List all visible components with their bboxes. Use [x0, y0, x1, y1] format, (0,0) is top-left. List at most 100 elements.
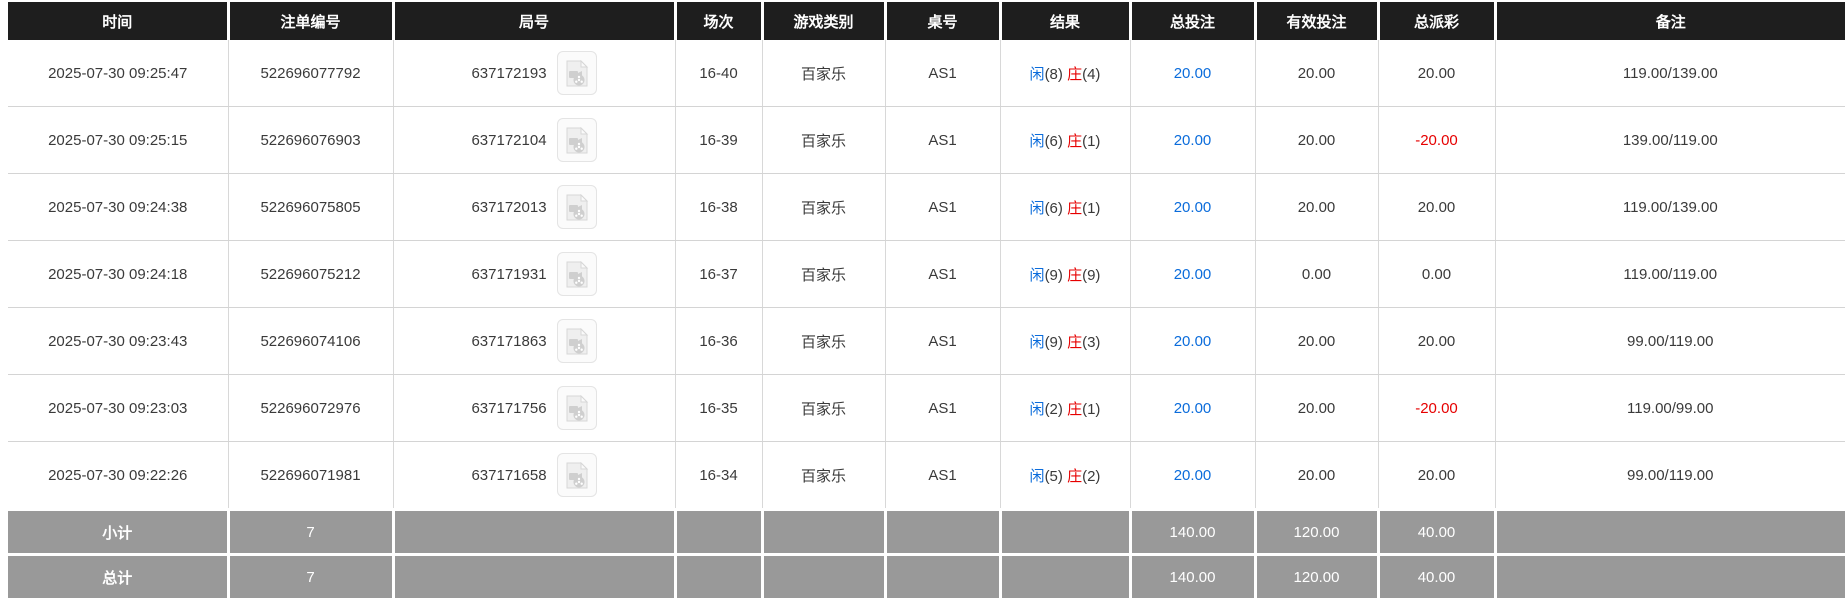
table-row: 2025-07-30 09:22:26 522696071981 637171658…: [8, 441, 1845, 510]
table-row: 2025-07-30 09:24:38 522696075805 637172013…: [8, 173, 1845, 241]
subtotal-payout: 40.00: [1378, 508, 1497, 555]
result-cell: 闲(6) 庄(1): [1000, 106, 1131, 174]
total-bet-cell[interactable]: 20.00: [1130, 374, 1256, 442]
banker-result-score: (1): [1082, 199, 1101, 217]
col-header-total-bet: 总投注: [1130, 2, 1257, 40]
result-cell: 闲(9) 庄(9): [1000, 240, 1131, 308]
banker-result-label: 庄: [1067, 400, 1083, 418]
video-icon: [566, 260, 588, 287]
time-cell: 2025-07-30 09:25:47: [8, 40, 229, 107]
game-type-cell: 百家乐: [762, 441, 886, 510]
player-result-score: (9): [1044, 266, 1063, 284]
video-button[interactable]: [556, 319, 597, 363]
round-id: 637171863: [471, 332, 547, 350]
result-cell: 闲(9) 庄(3): [1000, 307, 1131, 375]
round-cell: 637172013: [393, 173, 676, 241]
header-row: 时间 注单编号 局号 场次 游戏类别 桌号 结果 总投注 有效投注 总派彩 备注: [8, 2, 1845, 40]
valid-bet-cell: 20.00: [1255, 307, 1379, 375]
table-no-cell: AS1: [885, 106, 1001, 174]
banker-result-label: 庄: [1067, 132, 1083, 150]
round-id: 637172193: [471, 64, 547, 82]
banker-result-score: (2): [1082, 467, 1101, 485]
result-cell: 闲(2) 庄(1): [1000, 374, 1131, 442]
table-row: 2025-07-30 09:23:03 522696072976 637171756…: [8, 374, 1845, 442]
player-result-score: (9): [1044, 333, 1063, 351]
video-button[interactable]: [556, 386, 597, 430]
game-type-cell: 百家乐: [762, 173, 886, 241]
subtotal-result-cell: [1000, 508, 1132, 555]
round-cell: 637172104: [393, 106, 676, 174]
remark-cell: 119.00/139.00: [1495, 173, 1845, 241]
total-remark-cell: [1495, 553, 1845, 598]
video-icon: [566, 461, 588, 488]
table-row: 2025-07-30 09:23:43 522696074106 637171863…: [8, 307, 1845, 375]
session-cell: 16-39: [675, 106, 763, 174]
video-icon: [566, 193, 588, 220]
subtotal-valid-bet: 120.00: [1255, 508, 1380, 555]
player-result-label: 闲: [1029, 199, 1045, 217]
time-cell: 2025-07-30 09:23:43: [8, 307, 229, 375]
total-payout: 40.00: [1378, 553, 1497, 598]
game-type-cell: 百家乐: [762, 374, 886, 442]
payout-cell: 20.00: [1378, 173, 1496, 241]
player-result-label: 闲: [1029, 132, 1045, 150]
subtotal-count: 7: [228, 508, 395, 555]
round-id: 637172013: [471, 198, 547, 216]
total-round-cell: [393, 553, 677, 598]
subtotal-remark-cell: [1495, 508, 1845, 555]
table-row: 2025-07-30 09:25:47 522696077792 637172193…: [8, 40, 1845, 107]
time-cell: 2025-07-30 09:24:38: [8, 173, 229, 241]
round-cell: 637171756: [393, 374, 676, 442]
valid-bet-cell: 20.00: [1255, 441, 1379, 510]
total-bet-cell[interactable]: 20.00: [1130, 307, 1256, 375]
total-table-cell: [885, 553, 1002, 598]
game-type-cell: 百家乐: [762, 307, 886, 375]
result-cell: 闲(8) 庄(4): [1000, 40, 1131, 107]
video-icon: [566, 59, 588, 86]
video-button[interactable]: [556, 185, 597, 229]
total-bet-cell[interactable]: 20.00: [1130, 40, 1256, 107]
table-no-cell: AS1: [885, 441, 1001, 510]
valid-bet-cell: 20.00: [1255, 106, 1379, 174]
round-id: 637171756: [471, 399, 547, 417]
bet-id-cell: 522696076903: [228, 106, 394, 174]
bet-id-cell: 522696072976: [228, 374, 394, 442]
round-cell: 637171931: [393, 240, 676, 308]
remark-cell: 99.00/119.00: [1495, 441, 1845, 510]
video-button[interactable]: [556, 118, 597, 162]
col-header-result: 结果: [1000, 2, 1132, 40]
total-total-bet: 140.00: [1130, 553, 1257, 598]
player-result-label: 闲: [1029, 333, 1045, 351]
video-button[interactable]: [556, 252, 597, 296]
total-bet-cell[interactable]: 20.00: [1130, 441, 1256, 510]
total-result-cell: [1000, 553, 1132, 598]
total-bet-cell[interactable]: 20.00: [1130, 106, 1256, 174]
bet-id-cell: 522696077792: [228, 40, 394, 107]
table-row: 2025-07-30 09:25:15 522696076903 637172104…: [8, 106, 1845, 174]
table-no-cell: AS1: [885, 173, 1001, 241]
session-cell: 16-34: [675, 441, 763, 510]
total-bet-cell[interactable]: 20.00: [1130, 240, 1256, 308]
table-no-cell: AS1: [885, 374, 1001, 442]
subtotal-round-cell: [393, 508, 677, 555]
session-cell: 16-38: [675, 173, 763, 241]
banker-result-label: 庄: [1067, 266, 1083, 284]
table-summary: 小计 7 140.00 120.00 40.00 总计 7 1: [8, 508, 1845, 598]
subtotal-total-bet: 140.00: [1130, 508, 1257, 555]
bet-id-cell: 522696075212: [228, 240, 394, 308]
session-cell: 16-37: [675, 240, 763, 308]
col-header-table-no: 桌号: [885, 2, 1002, 40]
banker-result-score: (1): [1082, 400, 1101, 418]
round-cell: 637171863: [393, 307, 676, 375]
table-row: 2025-07-30 09:24:18 522696075212 637171931…: [8, 240, 1845, 308]
payout-cell: 0.00: [1378, 240, 1496, 308]
player-result-score: (8): [1044, 65, 1063, 83]
total-bet-cell[interactable]: 20.00: [1130, 173, 1256, 241]
banker-result-score: (9): [1082, 266, 1101, 284]
video-button[interactable]: [556, 453, 597, 497]
video-icon: [566, 126, 588, 153]
col-header-time: 时间: [8, 2, 230, 40]
total-row: 总计 7 140.00 120.00 40.00: [8, 553, 1845, 598]
video-button[interactable]: [556, 51, 597, 95]
session-cell: 16-40: [675, 40, 763, 107]
